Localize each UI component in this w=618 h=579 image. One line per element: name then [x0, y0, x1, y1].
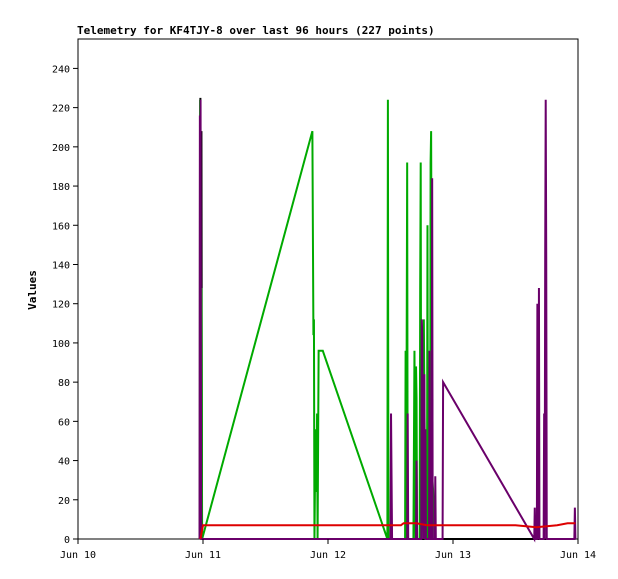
y-tick-label: 180 — [52, 182, 70, 193]
y-axis: 0 20 40 60 80 100 120 140 160 180 200 220 240 — [52, 64, 78, 546]
y-tick-label: 160 — [52, 221, 70, 232]
x-tick-label: Jun 13 — [435, 550, 471, 561]
plot-frame — [77, 38, 579, 540]
x-axis: Jun 10 Jun 11 Jun 12 Jun 13 Jun 14 — [60, 539, 596, 561]
series-line-2 — [198, 99, 443, 540]
chart-title: Telemetry for KF4TJY-8 over last 96 hour… — [77, 24, 435, 37]
series-line-4 — [199, 522, 576, 540]
y-tick-label: 20 — [58, 496, 70, 507]
y-tick-label: 0 — [64, 535, 70, 546]
series-line-3 — [198, 99, 577, 543]
y-tick-label: 200 — [52, 143, 70, 154]
x-tick-label: Jun 11 — [185, 550, 221, 561]
y-axis-label: Values — [26, 270, 39, 310]
y-tick-label: 220 — [52, 104, 70, 115]
y-tick-label: 240 — [52, 64, 70, 75]
y-tick-label: 100 — [52, 339, 70, 350]
y-tick-label: 120 — [52, 300, 70, 311]
y-tick-label: 40 — [58, 457, 70, 468]
x-tick-label: Jun 14 — [560, 550, 596, 561]
series-layer — [198, 97, 577, 543]
y-tick-label: 80 — [58, 378, 70, 389]
y-tick-label: 140 — [52, 260, 70, 271]
x-tick-label: Jun 12 — [310, 550, 346, 561]
x-tick-label: Jun 10 — [60, 550, 96, 561]
y-tick-label: 60 — [58, 417, 70, 428]
